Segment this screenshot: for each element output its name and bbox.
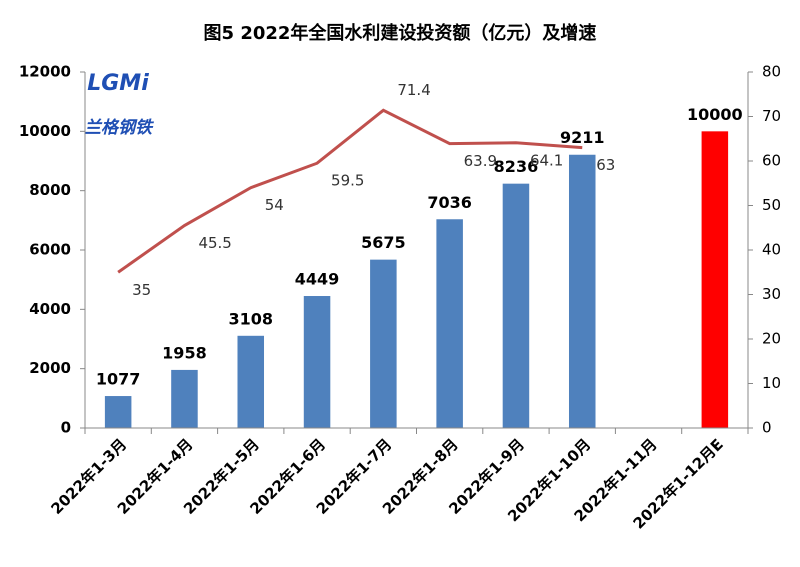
y2-tick-label: 10 [762, 374, 781, 392]
y-tick-label: 6000 [29, 241, 71, 259]
y2-tick-label: 50 [762, 196, 781, 214]
bar [303, 296, 331, 428]
line-label: 63.9 [464, 152, 497, 170]
bar-label: 1077 [96, 370, 141, 389]
bar [237, 335, 265, 428]
bar-label: 10000 [687, 105, 743, 124]
y2-tick-label: 60 [762, 152, 781, 170]
logo-mark: LGMi [87, 71, 149, 96]
bar-label: 9211 [560, 128, 605, 147]
y-tick-label: 12000 [19, 63, 71, 81]
line-label: 45.5 [198, 234, 231, 252]
y-tick-label: 4000 [29, 300, 71, 318]
y2-tick-label: 20 [762, 330, 781, 348]
y-tick-label: 8000 [29, 181, 71, 199]
bar-label: 1958 [162, 343, 207, 362]
line-label: 64.1 [530, 151, 563, 169]
bar-label: 5675 [361, 233, 406, 252]
bar [436, 219, 463, 428]
chart-title: 图5 2022年全国水利建设投资额（亿元）及增速 [204, 22, 597, 44]
line-label: 59.5 [331, 172, 364, 190]
bar [370, 259, 397, 428]
y2-tick-label: 40 [762, 241, 781, 259]
y2-tick-label: 0 [762, 419, 772, 437]
bar [104, 396, 132, 428]
bar [502, 183, 530, 428]
y-tick-label: 10000 [19, 122, 71, 140]
line-label: 63 [596, 156, 615, 174]
y2-tick-label: 30 [762, 285, 781, 303]
y2-tick-label: 70 [762, 107, 781, 125]
y2-tick-label: 80 [762, 63, 781, 81]
line [117, 108, 583, 274]
bar-label: 4449 [295, 270, 340, 289]
bar [701, 131, 729, 429]
bar [171, 369, 198, 428]
bar-label: 8236 [494, 157, 539, 176]
bar [568, 154, 596, 428]
bar-label: 3108 [228, 309, 273, 328]
line-label: 54 [265, 196, 284, 214]
y-tick-label: 2000 [29, 359, 71, 377]
line-label: 71.4 [397, 81, 430, 99]
logo-name: 兰格钢铁 [84, 118, 155, 138]
bar-label: 7036 [427, 193, 472, 212]
line-label: 35 [132, 281, 151, 299]
y-tick-label: 0 [61, 419, 71, 437]
